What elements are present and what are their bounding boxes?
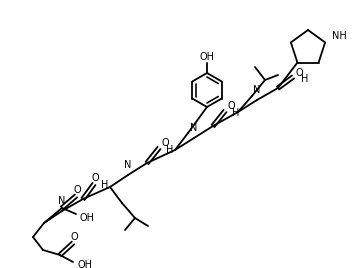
Text: N: N <box>253 85 261 95</box>
Text: O: O <box>73 185 81 195</box>
Text: H: H <box>101 180 108 190</box>
Text: O: O <box>296 68 303 78</box>
Text: O: O <box>161 138 168 148</box>
Text: O: O <box>91 173 99 183</box>
Text: H: H <box>166 145 174 155</box>
Text: H: H <box>301 74 309 84</box>
Text: OH: OH <box>199 52 215 62</box>
Text: OH: OH <box>77 260 92 268</box>
Text: N: N <box>190 123 198 133</box>
Text: O: O <box>227 101 235 111</box>
Text: NH: NH <box>332 31 347 41</box>
Text: O: O <box>70 232 78 242</box>
Text: N: N <box>124 160 132 170</box>
Text: OH: OH <box>80 213 95 223</box>
Text: H: H <box>232 108 239 118</box>
Text: N: N <box>58 196 66 206</box>
